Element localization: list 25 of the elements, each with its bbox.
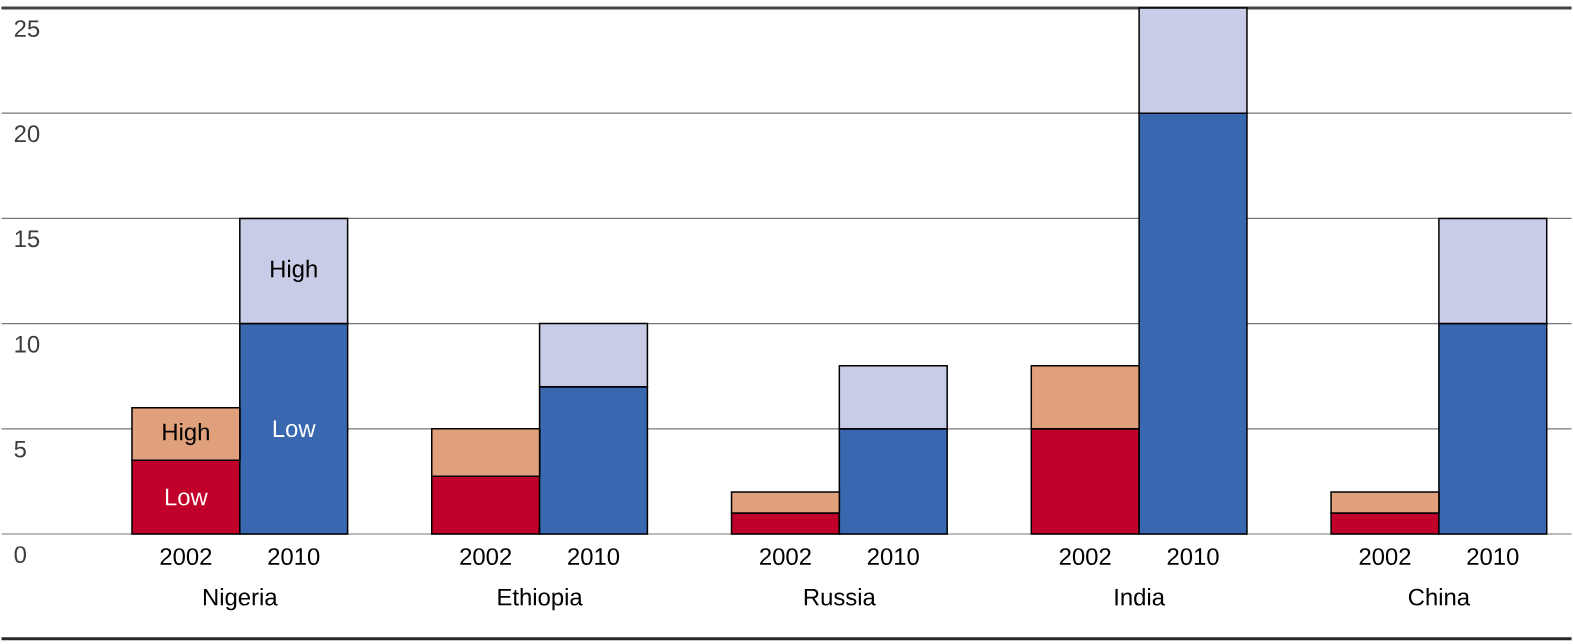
x-tick-label: 2010 — [1167, 548, 1219, 566]
y-tick-label: 10 — [15, 335, 40, 353]
y-tick-label: 25 — [14, 20, 40, 38]
series-label: Low — [165, 488, 208, 506]
y-tick-label: 20 — [14, 125, 40, 143]
x-tick-label: 2002 — [760, 548, 811, 566]
x-tick-label: 2010 — [867, 548, 919, 566]
x-tick-label: 2010 — [1467, 548, 1519, 566]
text: High — [271, 259, 317, 283]
text: Ethiopia — [498, 588, 583, 611]
y-tick-label: 0 — [14, 546, 26, 564]
y-tick-label: 5 — [14, 440, 26, 458]
text: India — [1115, 588, 1165, 606]
text: China — [1408, 588, 1471, 606]
x-tick-label: 2002 — [160, 548, 212, 566]
series-label: High — [163, 422, 209, 446]
x-tick-label: 2002 — [460, 548, 511, 566]
y-tick-label: 15 — [15, 230, 40, 248]
x-tick-label: 2010 — [268, 548, 320, 566]
text: Nigeria — [203, 588, 278, 611]
text: Russia — [804, 588, 876, 606]
x-tick-label: 2010 — [568, 548, 620, 566]
x-tick-label: 2002 — [1059, 548, 1111, 566]
text: Low — [273, 420, 316, 438]
x-tick-label: 2002 — [1359, 548, 1411, 566]
